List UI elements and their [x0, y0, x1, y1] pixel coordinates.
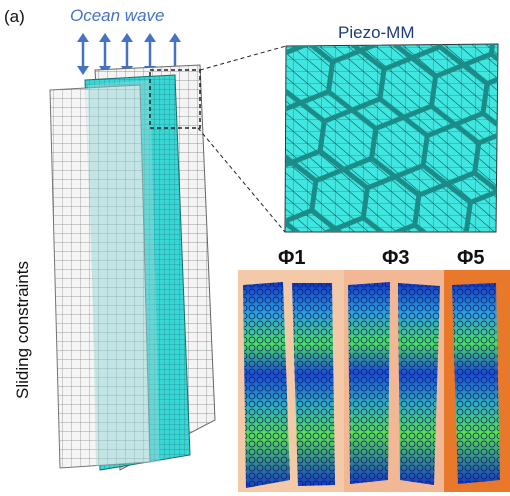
phase-label: Φ5 [457, 247, 485, 269]
phase-label: Φ1 [278, 247, 306, 269]
wave-arrows [77, 31, 183, 77]
mesh-zoom [284, 43, 499, 233]
zoom-line [199, 45, 287, 71]
phase-images [238, 270, 510, 492]
ocean-wave-label: Ocean wave [70, 6, 165, 25]
piezo-label: Piezo-MM [338, 23, 415, 42]
panel-label: (a) [4, 7, 25, 26]
panels [49, 64, 216, 471]
zoom-line [197, 127, 286, 233]
phase-label: Φ3 [382, 247, 410, 269]
zoom-box [149, 69, 201, 129]
side-label: Sliding constraints [13, 261, 32, 399]
